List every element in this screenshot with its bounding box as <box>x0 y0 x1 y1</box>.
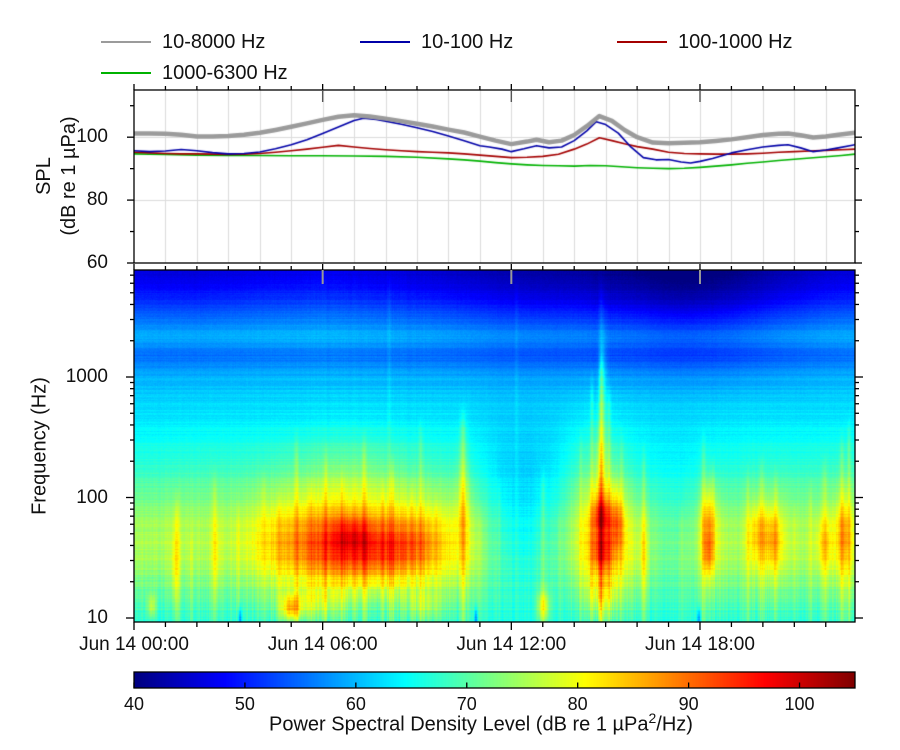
spl-ytick-label: 100 <box>76 126 108 148</box>
legend-line-swatch <box>101 41 151 43</box>
frequency-ytick-label: 10 <box>86 607 108 628</box>
legend-line-swatch <box>360 41 410 43</box>
colorbar-tick-label: 80 <box>567 694 588 714</box>
legend-item: 10-100 Hz <box>360 31 513 53</box>
frequency-ytick-label: 1000 <box>65 366 108 387</box>
frequency-ytick-label: 100 <box>76 486 108 508</box>
spl-line-chart <box>134 90 855 263</box>
spectrogram-heatmap <box>134 270 855 622</box>
legend-line-swatch <box>101 72 151 74</box>
spl-ytick-label: 80 <box>86 189 108 211</box>
colorbar-tick-label: 40 <box>123 694 145 714</box>
colorbar-tick-label: 90 <box>678 694 699 714</box>
legend-line-swatch <box>617 41 667 43</box>
colorbar-tick-label: 50 <box>234 694 255 714</box>
colorbar-tick-label: 60 <box>345 694 366 714</box>
legend-label: 10-100 Hz <box>421 30 514 53</box>
frequency-axis-label: Frequency (Hz) <box>28 377 51 515</box>
time-xtick-label: Jun 14 06:00 <box>267 634 378 655</box>
time-xtick-label: Jun 14 00:00 <box>79 634 189 655</box>
legend-label: 100-1000 Hz <box>678 30 793 53</box>
time-xtick-label: Jun 14 12:00 <box>456 634 567 655</box>
colorbar-tick-label: 70 <box>456 694 477 714</box>
spl-axis-label: SPL (dB re 1 µPa) <box>33 116 80 236</box>
legend-label: 1000-6300 Hz <box>162 61 288 84</box>
colorbar-tick-label: 100 <box>784 694 815 714</box>
colorbar-gradient <box>134 672 855 688</box>
legend-item: 1000-6300 Hz <box>101 62 288 84</box>
legend-item: 10-8000 Hz <box>101 31 265 53</box>
colorbar-title: Power Spectral Density Level (dB re 1 µP… <box>269 710 693 736</box>
superscript-2: 2 <box>648 710 657 726</box>
time-xtick-label: Jun 14 18:00 <box>645 634 755 655</box>
legend-label: 10-8000 Hz <box>162 30 266 53</box>
spl-ytick-label: 60 <box>86 252 108 273</box>
legend-item: 100-1000 Hz <box>617 31 793 53</box>
